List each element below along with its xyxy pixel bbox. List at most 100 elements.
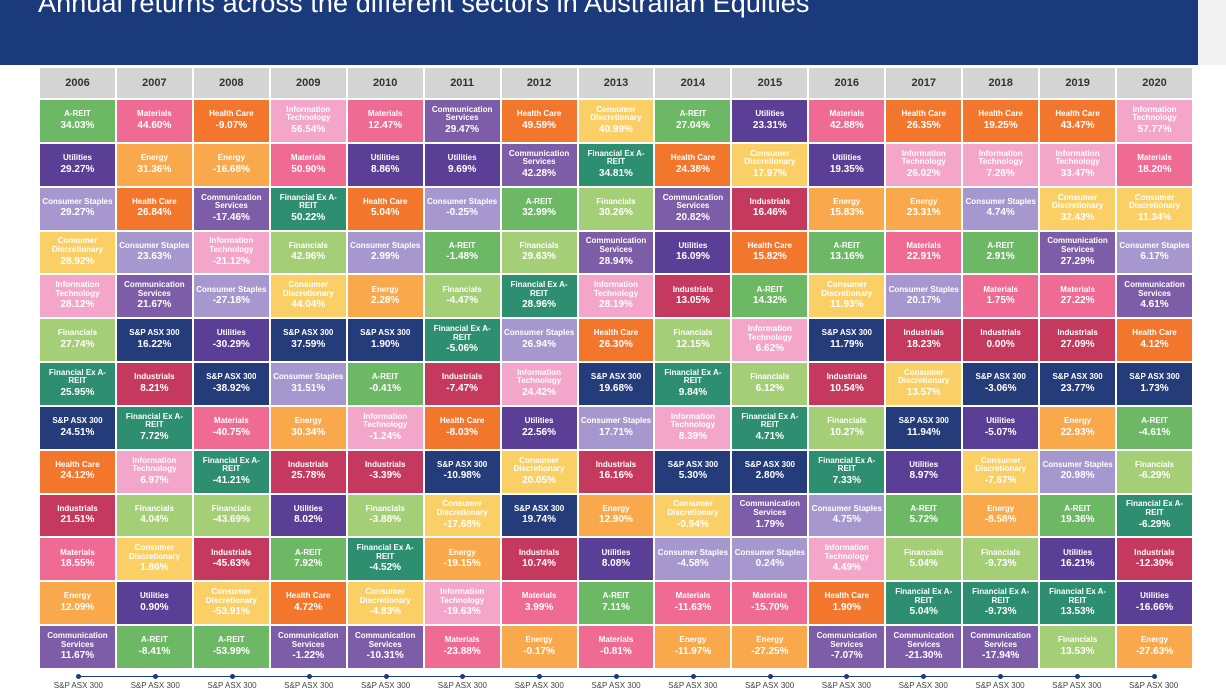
sector-cell: Energy -27.25%: [732, 626, 808, 668]
sector-return-value: -45.63%: [212, 558, 250, 570]
sector-return-value: 57.77%: [1137, 124, 1172, 136]
sector-return-value: -17.68%: [443, 518, 481, 530]
sector-cell: S&P ASX 300 11.94%: [886, 406, 962, 449]
sector-return-value: -1.24%: [369, 430, 402, 442]
sector-cell: Health Care -9.07%: [193, 100, 269, 142]
sector-return-value: 13.16%: [829, 251, 864, 263]
sector-return-value: -21.12%: [212, 255, 250, 267]
sector-cell: Communication Services 28.94%: [578, 231, 654, 274]
sector-name: Financials: [134, 503, 174, 513]
sector-name: S&P ASX 300: [898, 416, 949, 426]
sector-name: S&P ASX 300: [975, 372, 1026, 382]
sector-cell: Health Care 15.82%: [732, 231, 808, 274]
sector-cell: Consumer Discretionary 40.99%: [578, 100, 654, 142]
sector-cell: Communication Services -1.22%: [270, 626, 346, 668]
sector-return-value: 11.67%: [60, 650, 95, 662]
sector-cell: Utilities -30.29%: [193, 319, 269, 362]
sector-name: Communication Services: [124, 280, 185, 298]
sector-return-value: 6.97%: [140, 474, 169, 486]
year-header-2012: 2012: [501, 68, 577, 98]
sector-return-value: -5.06%: [446, 343, 478, 355]
sector-name: Utilities: [909, 459, 939, 469]
timeline-dot: [383, 674, 389, 679]
sector-cell: Materials 44.60%: [116, 100, 192, 142]
sector-return-value: 15.82%: [752, 251, 787, 263]
sector-return-value: -11.97%: [674, 645, 712, 657]
sector-name: Industrials: [57, 503, 98, 513]
timeline-label: S&P ASX 300: [591, 681, 641, 690]
sector-name: Utilities: [63, 152, 92, 162]
sector-cell: Financial Ex A-REIT 13.53%: [1040, 582, 1116, 625]
sector-name: Communication Services: [354, 630, 416, 649]
sector-return-value: -7.47%: [446, 382, 478, 394]
sector-name: Communication Services: [508, 148, 570, 167]
sector-cell: Utilities 23.31%: [732, 100, 808, 142]
sector-name: Health Care: [132, 196, 177, 206]
sector-cell: A-REIT 13.16%: [809, 231, 885, 274]
sector-name: Industrials: [1057, 328, 1098, 338]
sector-return-value: 1.75%: [986, 295, 1015, 307]
sector-name: A-REIT: [294, 547, 322, 557]
sector-cell: Energy 31.36%: [116, 143, 192, 186]
sector-name: A-REIT: [141, 635, 168, 645]
sector-cell: Health Care 24.12%: [40, 450, 115, 493]
sector-cell: Information Technology 7.26%: [963, 143, 1039, 186]
sector-return-value: 19.36%: [1060, 514, 1095, 526]
sector-return-value: 8.39%: [678, 430, 708, 442]
sector-cell: Consumer Discretionary -4.83%: [347, 582, 423, 625]
sector-return-value: 0.90%: [140, 602, 169, 614]
sector-return-value: -6.29%: [1138, 470, 1171, 482]
sector-name: Communication Services: [201, 192, 262, 211]
sector-name: Utilities: [832, 152, 862, 162]
sector-cell: Industrials 16.16%: [578, 450, 654, 493]
sector-return-value: 8.97%: [909, 470, 938, 482]
sector-cell: S&P ASX 300 37.59%: [270, 319, 346, 362]
sector-cell: Consumer Discretionary 44.04%: [270, 275, 346, 318]
sector-cell: Communication Services 11.67%: [40, 626, 115, 668]
sector-cell: Industrials -3.39%: [347, 450, 423, 493]
sector-name: Financials: [750, 372, 790, 382]
sector-return-value: 10.27%: [829, 426, 864, 438]
sector-cell: S&P ASX 300 19.74%: [501, 494, 577, 537]
sector-return-value: 4.12%: [1140, 338, 1169, 350]
sector-name: Industrials: [288, 459, 329, 469]
sector-return-value: 0.24%: [755, 558, 785, 570]
sector-return-value: 1.90%: [832, 602, 861, 614]
sector-cell: Consumer Discretionary 20.05%: [501, 450, 577, 493]
sector-return-value: -7.07%: [830, 650, 863, 662]
sector-cell: Utilities 8.86%: [347, 143, 423, 186]
sector-cell: Consumer Discretionary -53.91%: [193, 582, 269, 625]
sector-name: Industrials: [364, 459, 406, 469]
sector-name: Consumer Staples: [119, 240, 190, 250]
sector-cell: Financial Ex A-REIT -9.73%: [963, 582, 1039, 625]
sector-return-value: 12.15%: [675, 338, 710, 350]
sector-return-value: 5.30%: [678, 470, 708, 482]
sector-cell: A-REIT -0.41%: [347, 363, 423, 405]
sector-cell: Financials 13.53%: [1040, 626, 1116, 668]
sector-cell: Utilities -16.66%: [1117, 582, 1192, 625]
sector-cell: S&P ASX 300 -10.98%: [424, 450, 500, 493]
sector-return-value: 16.21%: [1060, 558, 1095, 570]
sector-cell: Industrials 25.78%: [270, 450, 346, 493]
sector-cell: A-REIT -8.41%: [116, 626, 192, 668]
sector-cell: A-REIT 27.04%: [655, 100, 731, 142]
sector-return-value: 6.17%: [1140, 251, 1169, 263]
sector-name: Financials: [596, 196, 636, 206]
sector-return-value: -10.31%: [366, 650, 404, 662]
sector-cell: Financial Ex A-REIT 7.72%: [116, 406, 192, 449]
sector-name: Communication Services: [278, 630, 339, 649]
sector-cell: Consumer Staples 23.63%: [116, 231, 192, 274]
sector-return-value: -3.88%: [369, 514, 402, 526]
sector-cell: Energy -16.68%: [193, 143, 269, 186]
sector-cell: Utilities 8.97%: [886, 450, 962, 493]
sector-name: Consumer Staples: [580, 416, 652, 426]
sector-return-value: -8.41%: [138, 645, 171, 657]
sector-name: Communication Services: [585, 236, 647, 254]
sector-cell: Information Technology 6.97%: [116, 450, 192, 493]
sector-return-value: 32.43%: [1060, 211, 1095, 223]
sector-cell: Information Technology 26.02%: [886, 143, 962, 186]
sector-cell: Energy -8.58%: [963, 494, 1039, 537]
sector-name: Utilities: [524, 416, 554, 426]
sector-return-value: 4.71%: [755, 430, 785, 442]
sector-return-value: 25.78%: [291, 470, 326, 482]
